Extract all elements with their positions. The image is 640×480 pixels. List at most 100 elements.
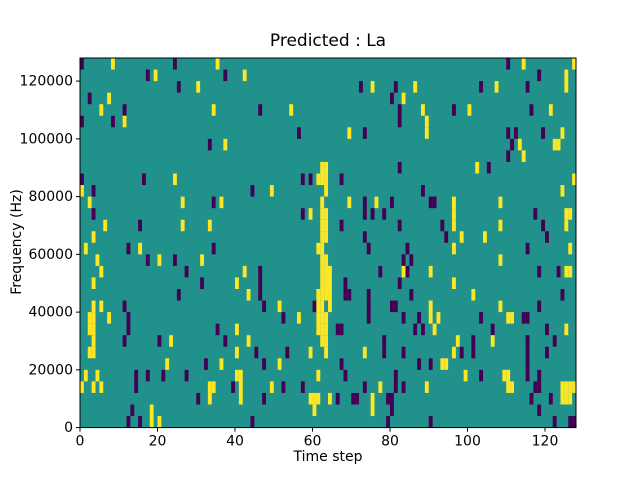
heatmap-cell — [444, 358, 449, 370]
heatmap-cell — [362, 346, 367, 359]
heatmap-cell — [87, 323, 92, 336]
heatmap-cell — [548, 104, 553, 116]
heatmap-cell — [235, 369, 239, 382]
heatmap-cell — [525, 81, 530, 93]
heatmap-cell — [111, 58, 115, 70]
heatmap-cell — [564, 392, 569, 405]
heatmap-cell — [231, 381, 236, 393]
heatmap-cell — [459, 346, 464, 359]
heatmap-cell — [393, 300, 398, 313]
heatmap-cell — [382, 346, 387, 359]
heatmap-cell — [99, 265, 104, 278]
x-tick-label: 20 — [149, 434, 167, 450]
heatmap-cell — [196, 392, 201, 405]
heatmap-cell — [506, 58, 511, 70]
heatmap-cell — [91, 381, 96, 393]
heatmap-cell — [80, 173, 84, 186]
heatmap-cell — [324, 323, 329, 336]
heatmap-cell — [312, 392, 317, 405]
heatmap-cell — [572, 416, 577, 428]
heatmap-cell — [320, 323, 325, 336]
heatmap-cell — [157, 254, 162, 266]
heatmap-cell — [149, 416, 154, 428]
heatmap-cell — [91, 323, 96, 336]
heatmap-cell — [339, 219, 344, 232]
heatmap-cell — [254, 346, 259, 359]
y-axis-label: Frequency (Hz) — [9, 189, 25, 295]
heatmap-cell — [180, 219, 185, 232]
heatmap-cell — [134, 369, 139, 382]
heatmap-cell — [107, 92, 112, 105]
heatmap-cell — [335, 323, 340, 336]
heatmap-cell — [285, 346, 290, 359]
heatmap-cell — [316, 173, 321, 186]
heatmap-cell — [320, 161, 325, 174]
heatmap-cell — [343, 277, 348, 289]
heatmap-cell — [452, 208, 456, 220]
heatmap-cell — [324, 335, 329, 347]
heatmap-cell — [382, 208, 387, 220]
heatmap-cell — [552, 416, 557, 428]
y-tick-label: 0 — [64, 420, 73, 436]
heatmap-cell — [324, 208, 329, 220]
heatmap-cell — [145, 369, 150, 382]
heatmap-cell — [459, 231, 464, 243]
heatmap-cell — [525, 358, 530, 370]
heatmap-cell — [145, 254, 150, 266]
heatmap-cell — [316, 289, 321, 301]
heatmap-cell — [80, 185, 84, 197]
heatmap-cell — [91, 277, 96, 289]
heatmap-cell — [324, 173, 329, 186]
heatmap-cell — [207, 392, 212, 405]
heatmap-cell — [521, 150, 526, 162]
heatmap-cell — [324, 289, 329, 301]
heatmap-cell — [401, 346, 406, 359]
heatmap-cell — [490, 323, 495, 336]
heatmap-cell — [91, 208, 96, 220]
heatmap-cell — [122, 115, 127, 128]
heatmap-cell — [320, 312, 325, 324]
heatmap-cell — [165, 358, 170, 370]
heatmap-cell — [537, 381, 542, 393]
heatmap-cell — [316, 392, 321, 405]
heatmap-cell — [122, 104, 127, 116]
heatmap-cell — [312, 404, 317, 417]
heatmap-cell — [397, 219, 402, 232]
heatmap-cell — [525, 312, 530, 324]
heatmap-cell — [498, 196, 503, 209]
heatmap-cell — [386, 416, 391, 428]
heatmap-cell — [308, 346, 313, 359]
heatmap-cell — [246, 335, 251, 347]
heatmap-cell — [572, 58, 577, 70]
heatmap-cell — [428, 196, 433, 209]
heatmap-cell — [564, 208, 569, 220]
heatmap-cell — [564, 323, 569, 336]
heatmap-cell — [328, 300, 332, 313]
heatmap-cell — [564, 81, 569, 93]
heatmap-cell — [242, 265, 247, 278]
heatmap-cell — [568, 416, 573, 428]
heatmap-cell — [196, 81, 201, 93]
heatmap-cell — [347, 127, 352, 139]
heatmap-cell — [316, 323, 321, 336]
heatmap-cell — [359, 81, 363, 93]
heatmap-cell — [211, 196, 216, 209]
heatmap-cell — [568, 265, 573, 278]
heatmap-cell — [258, 104, 263, 116]
heatmap-cell — [324, 277, 329, 289]
heatmap-cell — [452, 196, 456, 209]
heatmap-cell — [537, 265, 542, 278]
heatmap-cell — [347, 289, 352, 301]
heatmap-cell — [479, 81, 484, 93]
heatmap-cell — [568, 242, 573, 255]
heatmap-cell — [506, 312, 511, 324]
heatmap-cell — [122, 335, 127, 347]
heatmap-cell — [235, 277, 239, 289]
heatmap-cell — [390, 404, 394, 417]
heatmap-cell — [343, 369, 348, 382]
heatmap-cell — [134, 381, 139, 393]
heatmap-cell — [207, 381, 212, 393]
heatmap-cell — [339, 173, 344, 186]
heatmap-cell — [413, 81, 418, 93]
heatmap-cell — [428, 312, 433, 324]
